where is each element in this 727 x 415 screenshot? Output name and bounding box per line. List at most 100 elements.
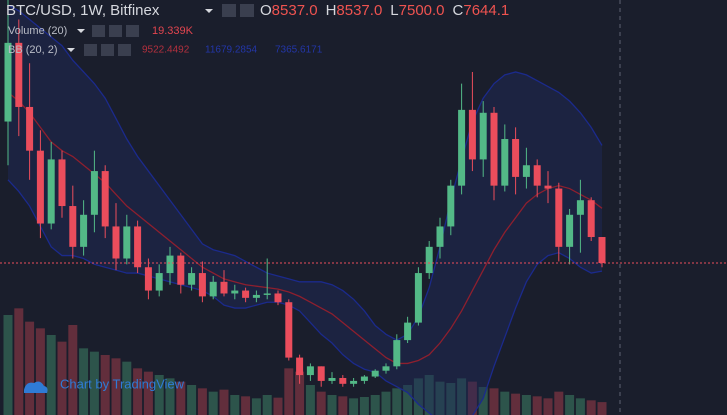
candle-body [188, 273, 196, 285]
volume-bar [316, 391, 326, 415]
volume-bar [392, 388, 402, 415]
symbol-title: BTC/USD, 1W, Bitfinex [6, 2, 160, 19]
volume-bar [327, 395, 337, 415]
candle-body [447, 185, 455, 227]
dropdown-arrow[interactable] [77, 29, 85, 33]
bb-lower-value: 7365.6171 [275, 45, 323, 56]
icon-button[interactable] [222, 4, 236, 17]
volume-bar [413, 378, 423, 415]
candle-body [101, 171, 109, 227]
candle-body [317, 366, 325, 381]
candle-body [414, 273, 422, 323]
ohlc-legend: O8537.0 H8537.0 L7500.0 C7644.1 [260, 2, 509, 19]
volume-bar [435, 381, 445, 415]
ohlc-value: 8537.0 [272, 2, 318, 19]
candle-body [555, 188, 563, 247]
volume-bar [197, 388, 207, 415]
volume-bar [133, 368, 143, 415]
candle-body [458, 109, 466, 186]
icon-button[interactable] [240, 4, 254, 17]
volume-bar [489, 388, 499, 415]
volume-bar [262, 395, 272, 415]
candle-body [544, 185, 552, 189]
candle-body [220, 281, 228, 294]
candle-body [134, 226, 142, 268]
icon-button[interactable] [109, 25, 122, 37]
header: BTC/USD, 1W, Bitfinex O8537.0 H8537.0 L750… [6, 2, 509, 56]
candle-body [479, 112, 487, 160]
volume-bar [219, 389, 229, 415]
candle-body [512, 139, 520, 177]
volume-bar [251, 398, 261, 415]
candle-body [566, 214, 574, 247]
volume-bar [565, 395, 575, 415]
dropdown-arrow[interactable] [205, 9, 213, 13]
ohlc-prefix: C [453, 2, 464, 19]
volume-bar [122, 361, 132, 415]
candle-body [242, 290, 250, 298]
volume-bar [381, 391, 391, 415]
candle-body [576, 200, 584, 215]
icon-button[interactable] [92, 25, 105, 37]
volume-bar [511, 393, 521, 415]
candle-body [58, 159, 66, 207]
ohlc-prefix: O [260, 2, 272, 19]
icon-button[interactable] [101, 44, 114, 56]
volume-bar [575, 398, 585, 415]
volume-bar [14, 308, 24, 415]
volume-bar [100, 355, 110, 415]
volume-bar [3, 315, 13, 415]
candle-body [587, 200, 595, 238]
volume-bar [187, 385, 197, 415]
candle-body [80, 214, 88, 247]
candle-body [285, 302, 293, 358]
volume-bar [165, 378, 175, 415]
volume-bar [586, 400, 596, 415]
candle-body [339, 377, 347, 384]
volume-bar [68, 325, 78, 415]
candle-body [166, 255, 174, 274]
volume-bar [295, 371, 305, 415]
volume-bar [35, 328, 45, 415]
bb-upper-value: 11679.2854 [205, 45, 258, 56]
ohlc-value: 7644.1 [463, 2, 509, 19]
volume-bar [554, 391, 564, 415]
volume-bar [111, 358, 121, 415]
ohlc-value: 7500.0 [399, 2, 445, 19]
volume-bar [467, 381, 477, 415]
candle-body [231, 290, 239, 294]
indicator-name: BB (20, 2) [8, 44, 58, 56]
volume-bar [446, 383, 456, 415]
candle-body [4, 42, 12, 122]
candle-body [47, 159, 55, 224]
bb-lower-line [7, 179, 603, 415]
candle-body [425, 246, 433, 274]
volume-bar [370, 395, 380, 415]
ohlc-value: 8537.0 [336, 2, 382, 19]
icon-button[interactable] [126, 25, 139, 37]
volume-bar [241, 396, 251, 415]
candle-body [209, 281, 217, 297]
candle-body [198, 273, 206, 297]
volume-bar [424, 375, 434, 415]
candle-body [306, 366, 314, 376]
icon-button[interactable] [84, 44, 97, 56]
volume-bar [273, 397, 283, 415]
dropdown-arrow[interactable] [67, 48, 75, 52]
volume-bar [532, 396, 542, 415]
bb-upper-line [7, 4, 603, 341]
volume-bar [208, 391, 218, 415]
candle-body [36, 150, 44, 224]
indicator-name: Volume (20) [8, 25, 67, 37]
watermark: Chart by TradingView [24, 376, 185, 393]
candle-body [598, 237, 606, 264]
candle-body [90, 171, 98, 215]
candle-body [69, 206, 77, 247]
icon-button[interactable] [118, 44, 131, 56]
candle-body [177, 255, 185, 285]
volume-bar [305, 385, 315, 415]
volume-bar [25, 321, 35, 415]
